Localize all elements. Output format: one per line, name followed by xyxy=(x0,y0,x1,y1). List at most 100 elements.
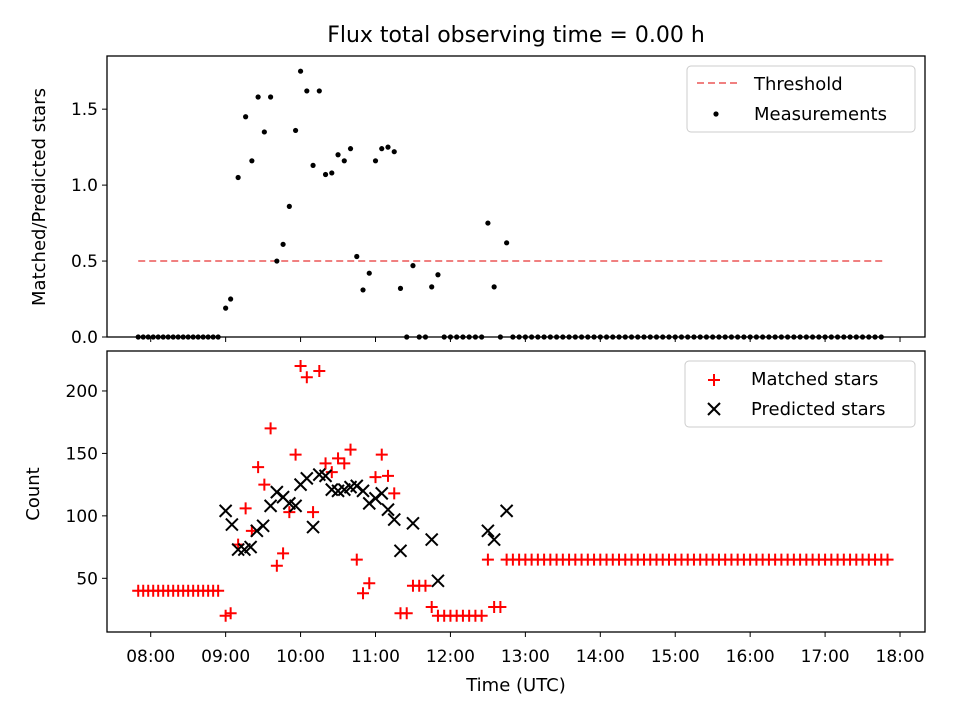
predicted-star-point xyxy=(381,502,395,517)
measurement-point xyxy=(243,114,249,120)
matched-star-point xyxy=(881,553,894,566)
measurement-point xyxy=(410,263,416,269)
measurement-point xyxy=(385,144,391,150)
bottom-y-tick-label: 200 xyxy=(66,382,98,402)
measurement-point xyxy=(223,305,229,311)
measurement-point xyxy=(322,171,329,178)
bottom-x-tick-label: 17:00 xyxy=(801,647,850,667)
predicted-star-point xyxy=(393,544,408,558)
bottom-y-ticks: 50 100 150 200 xyxy=(66,382,107,589)
bottom-panel: 50 100 150 200 08:00 09:00 10:00 11:00 12:00 13:… xyxy=(23,350,926,696)
predicted-star-point xyxy=(231,542,245,557)
top-axes-frame xyxy=(106,55,926,338)
measurement-point xyxy=(316,88,322,94)
matched-star-point xyxy=(325,466,338,479)
predicted-star-point xyxy=(306,520,320,534)
measurement-point xyxy=(341,158,347,164)
measurement-point xyxy=(491,284,497,290)
legend-threshold-label: Threshold xyxy=(753,74,843,95)
measurement-point xyxy=(304,88,310,94)
measurement-point xyxy=(360,287,366,293)
matched-star-point xyxy=(224,607,237,620)
matched-star-point xyxy=(319,457,332,470)
matched-star-point xyxy=(381,469,394,482)
matched-star-point xyxy=(425,601,438,614)
measurement-point xyxy=(354,253,360,260)
bottom-y-tick-label: 100 xyxy=(66,507,98,527)
bottom-legend-box xyxy=(684,360,916,428)
top-y-tick-label: 0.0 xyxy=(71,328,98,348)
legend-predicted-swatch xyxy=(707,402,721,416)
predicted-star-point xyxy=(288,499,303,513)
matched-star-point xyxy=(289,448,302,461)
measurement-point xyxy=(379,146,385,152)
predicted-star-point xyxy=(487,532,501,547)
measurement-point xyxy=(280,241,286,247)
matched-star-point xyxy=(300,371,313,384)
legend-measurements-swatch xyxy=(713,111,719,117)
bottom-x-tick-label: 18:00 xyxy=(876,647,925,667)
predicted-star-point xyxy=(256,519,270,533)
matched-star-point xyxy=(264,422,277,435)
measurement-point xyxy=(255,94,261,100)
bottom-x-tick-label: 13:00 xyxy=(501,647,550,667)
top-y-axis-label: Matched/Predicted stars xyxy=(29,88,50,306)
predicted-star-point xyxy=(263,499,278,513)
matched-star-point xyxy=(332,452,345,465)
top-legend: Threshold Measurements xyxy=(686,65,916,133)
matched-star-point xyxy=(270,559,283,572)
matched-star-point xyxy=(283,506,296,519)
measurement-point xyxy=(228,296,234,302)
predicted-star-point xyxy=(499,504,514,518)
measurement-point xyxy=(435,272,441,278)
bottom-x-ticks: 08:00 09:00 10:00 11:00 12:00 13:00 14:00 15:00… xyxy=(126,632,925,667)
top-y-ticks: 0.0 0.5 1.0 1.5 xyxy=(71,100,107,348)
bottom-x-tick-label: 08:00 xyxy=(126,647,175,667)
predicted-star-point xyxy=(243,540,258,554)
predicted-star-point xyxy=(300,471,314,486)
measurement-point xyxy=(310,162,316,168)
matched-star-point xyxy=(357,587,370,600)
top-panel: Flux total observing time = 0.00 h 0.00.… xyxy=(29,23,926,348)
bottom-x-tick-label: 14:00 xyxy=(576,647,625,667)
measurement-point xyxy=(274,258,280,264)
measurement-point xyxy=(391,149,397,155)
measurement-point xyxy=(485,220,491,226)
matched-star-point xyxy=(252,461,265,474)
legend-matched-swatch xyxy=(708,374,720,386)
measurement-point xyxy=(347,146,354,152)
predicted-star-point xyxy=(318,469,333,483)
matched-star-point xyxy=(313,364,326,377)
bottom-x-tick-label: 12:00 xyxy=(426,647,475,667)
measurement-point xyxy=(372,158,379,164)
matched-star-point xyxy=(277,547,290,560)
matched-star-point xyxy=(494,601,507,614)
measurement-point xyxy=(329,170,335,176)
bottom-x-tick-label: 15:00 xyxy=(651,647,700,667)
measurement-point xyxy=(397,285,404,291)
measurement-point xyxy=(335,152,341,158)
matched-star-point xyxy=(258,478,271,491)
predicted-star-point xyxy=(424,532,439,547)
measurement-point xyxy=(292,127,299,134)
measurement-point xyxy=(249,158,255,164)
measurement-point xyxy=(261,129,267,135)
bottom-x-tick-label: 16:00 xyxy=(726,647,775,667)
bottom-x-tick-label: 09:00 xyxy=(201,647,250,667)
bottom-x-tick-label: 11:00 xyxy=(351,647,400,667)
predicted-star-point xyxy=(406,516,420,531)
bottom-y-tick-label: 50 xyxy=(76,569,98,589)
bottom-axes-frame xyxy=(106,350,926,633)
bottom-x-axis-label: Time (UTC) xyxy=(465,675,566,696)
predicted-star-point xyxy=(481,524,495,538)
top-y-tick-label: 1.0 xyxy=(71,176,98,196)
measurement-point xyxy=(297,68,304,74)
matched-star-point xyxy=(375,448,388,461)
predicted-star-point xyxy=(356,484,370,498)
top-y-tick-label: 1.5 xyxy=(71,100,98,120)
measurement-point xyxy=(504,240,510,246)
legend-matched-label: Matched stars xyxy=(751,369,878,390)
matched-star-point xyxy=(212,584,225,597)
matched-star-point xyxy=(307,506,320,519)
bottom-y-tick-label: 150 xyxy=(66,444,98,464)
